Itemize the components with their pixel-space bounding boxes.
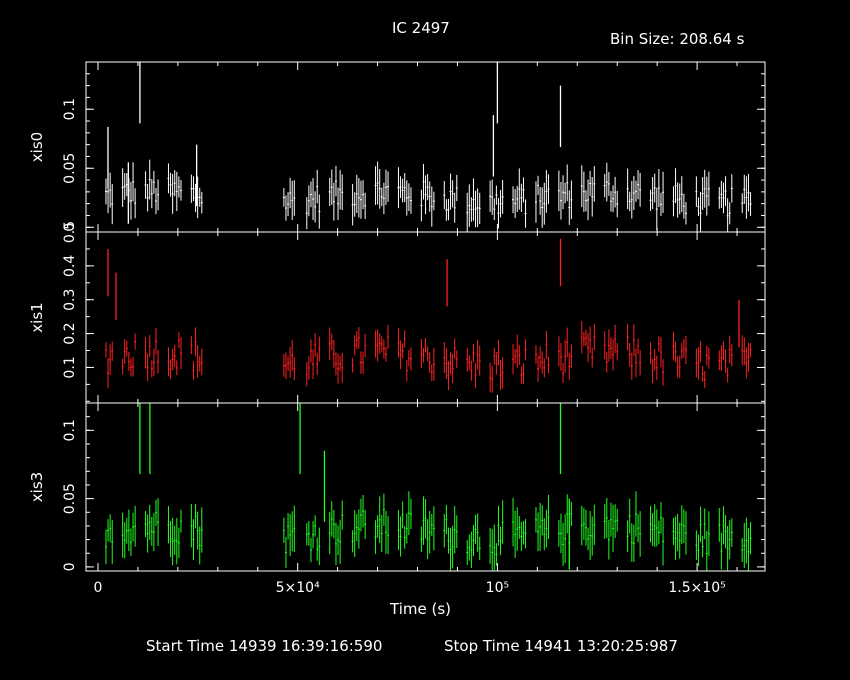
xis0-ytick-label: 0.05 xyxy=(62,153,78,184)
panel-xis1: 0.1 0.2 0.3 0.4 0.5 xis1 xyxy=(28,221,766,404)
xis1-ytick-label: 0.1 xyxy=(62,356,78,378)
xis3-ytick-label: 0.05 xyxy=(62,483,78,514)
xis1-ytick-label: 0.5 xyxy=(62,221,78,243)
xis3-ytick-label: 0.1 xyxy=(62,419,78,441)
xis0-ylabel: xis0 xyxy=(28,132,46,162)
xis1-ytick-label: 0.2 xyxy=(62,322,78,344)
start-time-label: Start Time 14939 16:39:16:590 xyxy=(146,637,383,655)
stop-time-label: Stop Time 14941 13:20:25:987 xyxy=(444,637,678,655)
xis3-frame xyxy=(85,402,766,572)
xis3-ylabel: xis3 xyxy=(28,472,46,502)
xis0-ytick-label: 0.1 xyxy=(62,98,78,120)
panel-xis0: 0 0.05 0.1 xis0 xyxy=(28,61,766,233)
panel-xis3: 0 0.05 0.1 xis3 xyxy=(28,402,766,572)
x-tick-label: 0 xyxy=(94,580,103,596)
xis1-ytick-label: 0.4 xyxy=(62,255,78,277)
bin-size-label: Bin Size: 208.64 s xyxy=(610,30,745,48)
x-axis-label: Time (s) xyxy=(390,600,451,618)
xis1-ylabel: xis1 xyxy=(28,302,46,332)
xis1-ytick-label: 0.3 xyxy=(62,289,78,311)
panels: 0 0.05 0.1 xis0 0.1 0.2 0.3 0.4 0.5 xis1 0 0.05 0.1 x… xyxy=(28,61,766,596)
x-tick-label: 10⁵ xyxy=(486,580,509,596)
chart-title: IC 2497 xyxy=(392,19,450,37)
x-tick-label: 1.5×10⁵ xyxy=(668,580,725,596)
x-tick-label: 5×10⁴ xyxy=(276,580,320,596)
xis3-ytick-label: 0 xyxy=(62,562,78,571)
xis0-ytick-label: 0 xyxy=(62,223,78,232)
